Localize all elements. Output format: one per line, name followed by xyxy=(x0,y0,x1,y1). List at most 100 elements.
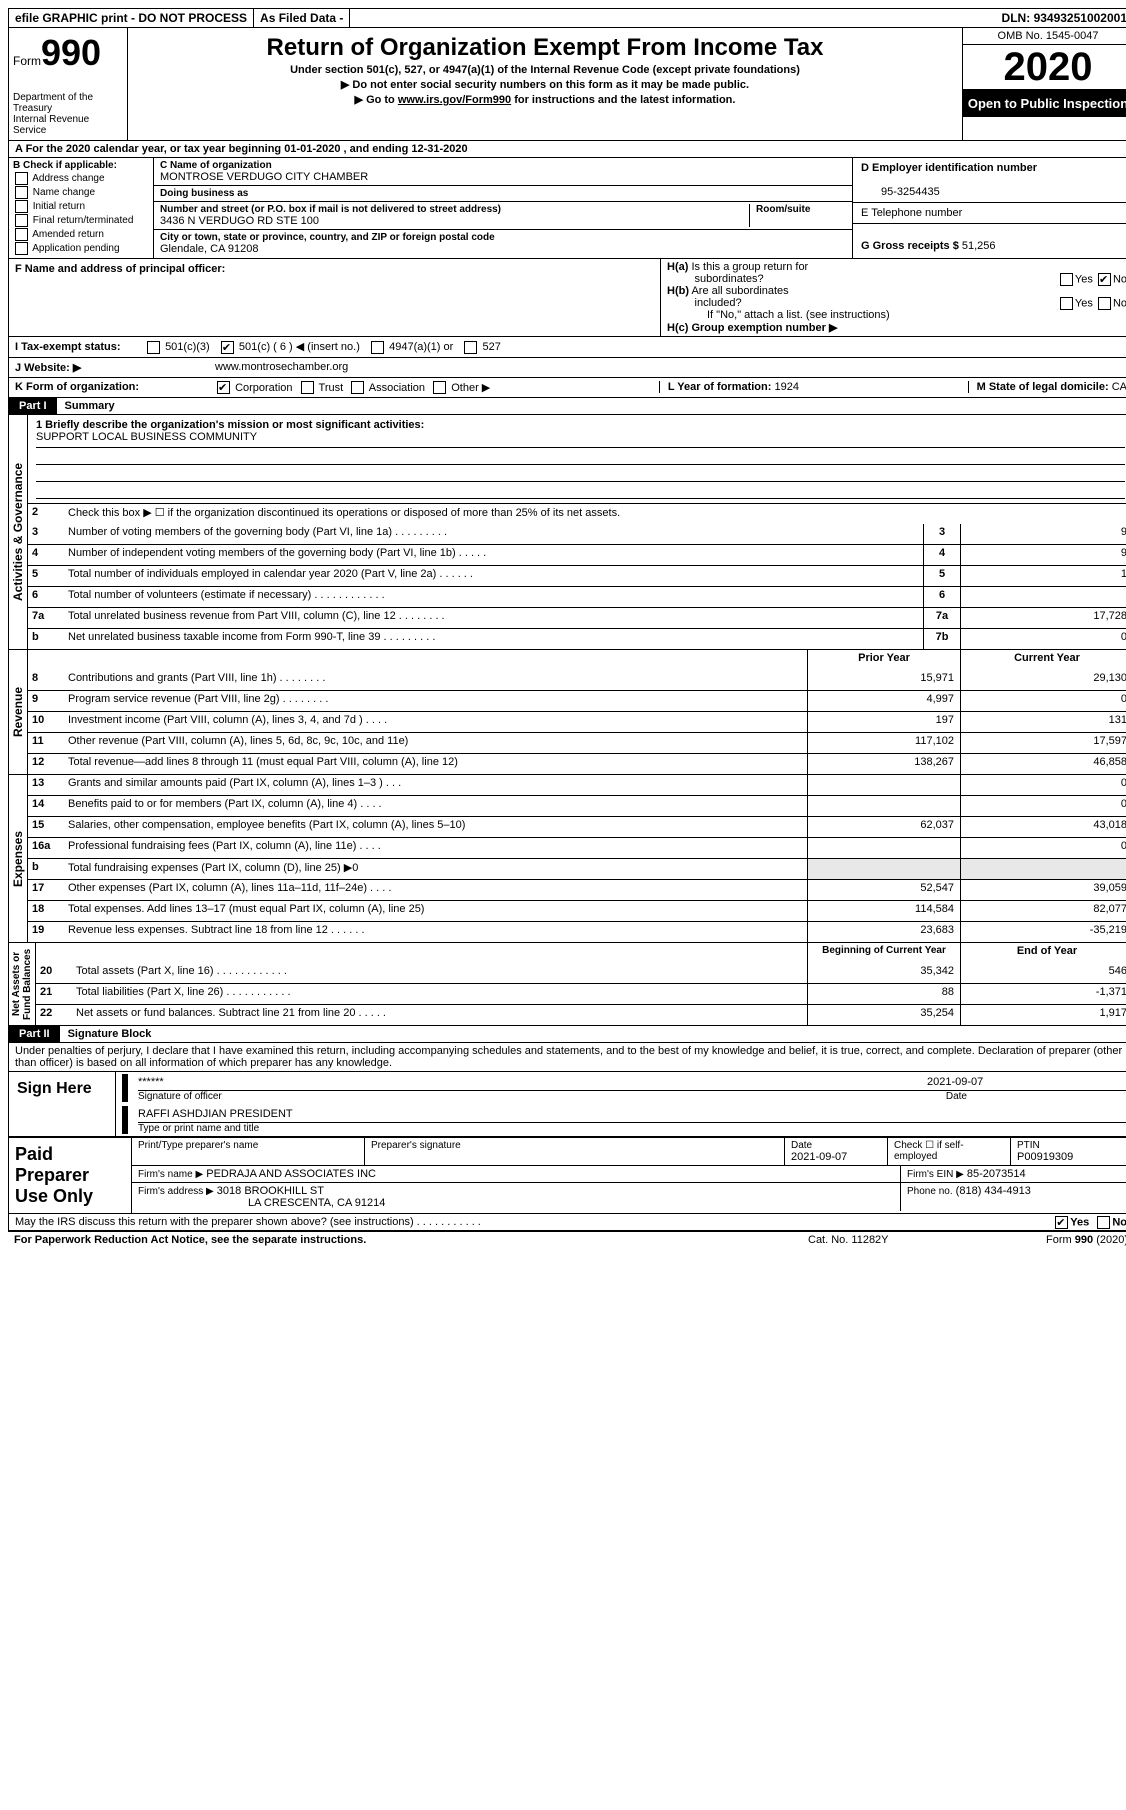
h-a: H(a) Is this a group return for subordin… xyxy=(667,261,1126,285)
perjury-text: Under penalties of perjury, I declare th… xyxy=(9,1043,1126,1072)
top-bar: efile GRAPHIC print - DO NOT PROCESS As … xyxy=(8,8,1126,28)
form-title: Return of Organization Exempt From Incom… xyxy=(138,34,952,62)
website-row: J Website: ▶ www.montrosechamber.org xyxy=(8,358,1126,378)
discuss-yes[interactable] xyxy=(1055,1216,1068,1229)
cb-application-pending[interactable]: Application pending xyxy=(13,242,149,255)
netassets-section: Net Assets or Fund Balances Beginning of… xyxy=(8,943,1126,1026)
col-current-year: Current Year xyxy=(960,650,1126,670)
tax-year-row: A For the 2020 calendar year, or tax yea… xyxy=(8,141,1126,158)
subtitle-3: ▶ Go to www.irs.gov/Form990 for instruct… xyxy=(138,93,952,106)
mission-label: 1 Briefly describe the organization's mi… xyxy=(36,419,424,431)
revenue-section: Revenue Prior Year Current Year 8Contrib… xyxy=(8,650,1126,775)
mission-text: SUPPORT LOCAL BUSINESS COMMUNITY xyxy=(36,431,1125,448)
subtitle-1: Under section 501(c), 527, or 4947(a)(1)… xyxy=(138,64,952,76)
part1-header: Part I Summary xyxy=(9,398,1126,414)
principal-officer-label: F Name and address of principal officer: xyxy=(15,263,225,275)
vtab-expenses: Expenses xyxy=(9,775,28,942)
col-begin-year: Beginning of Current Year xyxy=(807,943,960,963)
table-row: 10Investment income (Part VIII, column (… xyxy=(28,711,1126,732)
principal-h-row: F Name and address of principal officer:… xyxy=(8,259,1126,337)
cb-501c3[interactable] xyxy=(147,341,160,354)
h-b-note: If "No," attach a list. (see instruction… xyxy=(667,309,1126,321)
open-inspection: Open to Public Inspection xyxy=(963,89,1126,117)
preparer-date: 2021-09-07 xyxy=(791,1151,881,1163)
cb-final-return[interactable]: Final return/terminated xyxy=(13,214,149,227)
cb-address-change[interactable]: Address change xyxy=(13,172,149,185)
table-row: 6Total number of volunteers (estimate if… xyxy=(28,586,1126,607)
subtitle-2: ▶ Do not enter social security numbers o… xyxy=(138,78,952,91)
cb-corp[interactable] xyxy=(217,381,230,394)
col-d-right: D Employer identification number 95-3254… xyxy=(853,158,1126,258)
gross-value: 51,256 xyxy=(962,240,996,252)
efile-text: efile GRAPHIC print - DO NOT PROCESS xyxy=(9,9,254,27)
website-value: www.montrosechamber.org xyxy=(215,361,348,373)
omb-number: OMB No. 1545-0047 xyxy=(963,28,1126,45)
cb-name-change[interactable]: Name change xyxy=(13,186,149,199)
officer-sig-date: 2021-09-07 xyxy=(927,1076,1126,1088)
table-row: bTotal fundraising expenses (Part IX, co… xyxy=(28,858,1126,879)
cb-initial-return[interactable]: Initial return xyxy=(13,200,149,213)
table-row: 17Other expenses (Part IX, column (A), l… xyxy=(28,879,1126,900)
cb-trust[interactable] xyxy=(301,381,314,394)
officer-name: RAFFI ASHDJIAN PRESIDENT xyxy=(138,1108,1126,1120)
street-value: 3436 N VERDUGO RD STE 100 xyxy=(160,215,749,227)
as-filed-text: As Filed Data - xyxy=(254,9,350,27)
col-end-year: End of Year xyxy=(960,943,1126,963)
form-org-row: K Form of organization: Corporation Trus… xyxy=(8,378,1126,399)
ein-value: 95-3254435 xyxy=(861,186,940,198)
tax-year: 2020 xyxy=(963,45,1126,89)
cat-no: Cat. No. 11282Y xyxy=(808,1234,988,1246)
city-label: City or town, state or province, country… xyxy=(160,232,846,243)
cb-501c[interactable] xyxy=(221,341,234,354)
col-b-checkboxes: B Check if applicable: Address change Na… xyxy=(9,158,154,258)
table-row: 19Revenue less expenses. Subtract line 1… xyxy=(28,921,1126,942)
cb-4947[interactable] xyxy=(371,341,384,354)
footer: For Paperwork Reduction Act Notice, see … xyxy=(8,1231,1126,1248)
cb-other[interactable] xyxy=(433,381,446,394)
street-label: Number and street (or P.O. box if mail i… xyxy=(160,204,749,215)
self-employed-check[interactable]: Check ☐ if self-employed xyxy=(894,1140,1004,1162)
table-row: 5Total number of individuals employed in… xyxy=(28,565,1126,586)
signature-block: Under penalties of perjury, I declare th… xyxy=(8,1043,1126,1137)
gross-label: G Gross receipts $ xyxy=(861,240,959,252)
dba-label: Doing business as xyxy=(160,188,846,199)
ein-label: D Employer identification number xyxy=(861,162,1037,174)
title-box: Return of Organization Exempt From Incom… xyxy=(128,28,962,140)
officer-signature[interactable]: ****** xyxy=(138,1076,927,1088)
discuss-no[interactable] xyxy=(1097,1216,1110,1229)
col-c-entity: C Name of organization MONTROSE VERDUGO … xyxy=(154,158,853,258)
city-value: Glendale, CA 91208 xyxy=(160,243,846,255)
room-label: Room/suite xyxy=(756,204,846,215)
phone-label: E Telephone number xyxy=(861,207,962,219)
irs-link[interactable]: www.irs.gov/Form990 xyxy=(398,94,511,106)
table-row: 12Total revenue—add lines 8 through 11 (… xyxy=(28,753,1126,774)
table-row: 18Total expenses. Add lines 13–17 (must … xyxy=(28,900,1126,921)
table-row: 15Salaries, other compensation, employee… xyxy=(28,816,1126,837)
table-row: 14Benefits paid to or for members (Part … xyxy=(28,795,1126,816)
cb-527[interactable] xyxy=(464,341,477,354)
table-row: 9Program service revenue (Part VIII, lin… xyxy=(28,690,1126,711)
h-b: H(b) Are all subordinates included? Yes … xyxy=(667,285,1126,309)
part2-header: Part II Signature Block xyxy=(9,1026,1126,1042)
sign-here-label: Sign Here xyxy=(9,1072,116,1136)
vtab-activities: Activities & Governance xyxy=(9,415,28,649)
org-name: MONTROSE VERDUGO CITY CHAMBER xyxy=(160,171,846,183)
table-row: 8Contributions and grants (Part VIII, li… xyxy=(28,670,1126,690)
line-2: Check this box ▶ ☐ if the organization d… xyxy=(64,504,1126,524)
tax-exempt-row: I Tax-exempt status: 501(c)(3) 501(c) ( … xyxy=(8,337,1126,358)
preparer-sig-label: Preparer's signature xyxy=(371,1140,778,1151)
cb-amended[interactable]: Amended return xyxy=(13,228,149,241)
table-row: bNet unrelated business taxable income f… xyxy=(28,628,1126,649)
entity-block: B Check if applicable: Address change Na… xyxy=(8,158,1126,259)
cb-assoc[interactable] xyxy=(351,381,364,394)
firm-phone: (818) 434-4913 xyxy=(956,1185,1031,1197)
ptin-value: P00919309 xyxy=(1017,1151,1126,1163)
table-row: 22Net assets or fund balances. Subtract … xyxy=(36,1004,1126,1025)
expenses-section: Expenses 13Grants and similar amounts pa… xyxy=(8,775,1126,943)
name-label: C Name of organization xyxy=(160,160,846,171)
table-row: 20Total assets (Part X, line 16) . . . .… xyxy=(36,963,1126,983)
form-page: Form 990 (2020) xyxy=(988,1234,1126,1246)
firm-address-1: 3018 BROOKHILL ST xyxy=(217,1185,324,1197)
state-domicile: M State of legal domicile: CA xyxy=(968,381,1126,393)
vtab-revenue: Revenue xyxy=(9,650,28,774)
